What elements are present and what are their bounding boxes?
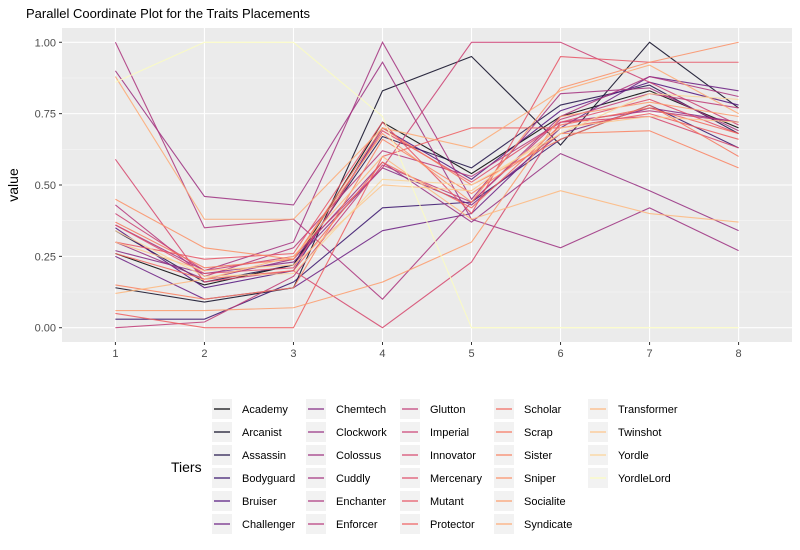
x-tick-label: 4 <box>379 348 385 360</box>
y-axis-label: value <box>5 168 21 202</box>
legend: Tiers Academy Arcanist Assassin Bodyguard Br… <box>171 399 678 534</box>
legend-label: Yordle <box>618 450 649 462</box>
x-tick-label: 7 <box>646 348 652 360</box>
series-line-twinshot <box>115 115 739 272</box>
x-tick-label: 1 <box>112 348 118 360</box>
series-line-protector <box>115 113 739 329</box>
legend-label: Mutant <box>430 496 464 508</box>
y-tick-label: 0.00 <box>35 323 56 335</box>
series-line-syndicate <box>114 64 739 220</box>
x-tick-label: 5 <box>468 348 474 360</box>
legend-label: Enchanter <box>336 496 386 508</box>
series-line-socialite <box>115 101 739 312</box>
legend-label: Assassin <box>242 450 286 462</box>
legend-label: Mercenary <box>430 473 482 485</box>
legend-label: Bodyguard <box>242 473 295 485</box>
series-line-innovator <box>114 115 739 329</box>
legend-label: YordleLord <box>618 473 671 485</box>
legend-label: Colossus <box>336 450 382 462</box>
y-tick-label: 0.25 <box>35 251 56 263</box>
series-line-glutton <box>115 93 739 329</box>
legend-label: Cuddly <box>336 473 371 485</box>
y-tick-label: 0.75 <box>35 109 56 121</box>
x-tick-label: 8 <box>736 348 742 360</box>
grid-layer <box>62 28 792 342</box>
legend-label: Transformer <box>618 404 678 416</box>
legend-label: Twinshot <box>618 427 661 439</box>
y-tick-label: 1.00 <box>35 37 56 49</box>
legend-label: Sniper <box>524 473 556 485</box>
x-tick-label: 6 <box>557 348 563 360</box>
series-line-enchanter <box>114 42 739 300</box>
series-line-bruiser <box>115 81 739 289</box>
series-line-yordlelord <box>115 41 739 329</box>
legend-label: Scrap <box>524 427 553 439</box>
legend-label: Imperial <box>430 427 469 439</box>
legend-label: Challenger <box>242 519 296 531</box>
series-line-sniper <box>115 41 739 260</box>
legend-title: Tiers <box>171 459 202 475</box>
legend-label: Glutton <box>430 404 465 416</box>
series-line-academy <box>115 90 739 286</box>
legend-label: Protector <box>430 519 475 531</box>
axis-layer: 0.00 0.25 0.50 0.75 1.00 1 2 3 4 5 6 7 8 <box>35 37 742 360</box>
legend-label: Clockwork <box>336 427 387 439</box>
legend-label: Syndicate <box>524 519 572 531</box>
legend-label: Innovator <box>430 450 476 462</box>
legend-label: Enforcer <box>336 519 378 531</box>
legend-label: Bruiser <box>242 496 277 508</box>
series-line-sister <box>115 130 739 300</box>
series-line-enforcer <box>115 110 739 277</box>
series-line-scrap <box>115 104 739 269</box>
series-line-imperial <box>115 41 739 272</box>
y-tick-label: 0.50 <box>35 180 56 192</box>
legend-label: Chemtech <box>336 404 386 416</box>
series-line-yordle <box>115 93 739 277</box>
legend-label: Scholar <box>524 404 562 416</box>
series-layer <box>114 41 739 329</box>
legend-label: Arcanist <box>242 427 282 439</box>
x-tick-label: 2 <box>201 348 207 360</box>
x-tick-label: 3 <box>290 348 296 360</box>
legend-label: Sister <box>524 450 552 462</box>
chart-title: Parallel Coordinate Plot for the Traits … <box>26 6 310 21</box>
series-line-arcanist <box>115 41 739 303</box>
legend-label: Academy <box>242 404 288 416</box>
legend-label: Socialite <box>524 496 566 508</box>
series-line-colossus <box>114 61 739 252</box>
